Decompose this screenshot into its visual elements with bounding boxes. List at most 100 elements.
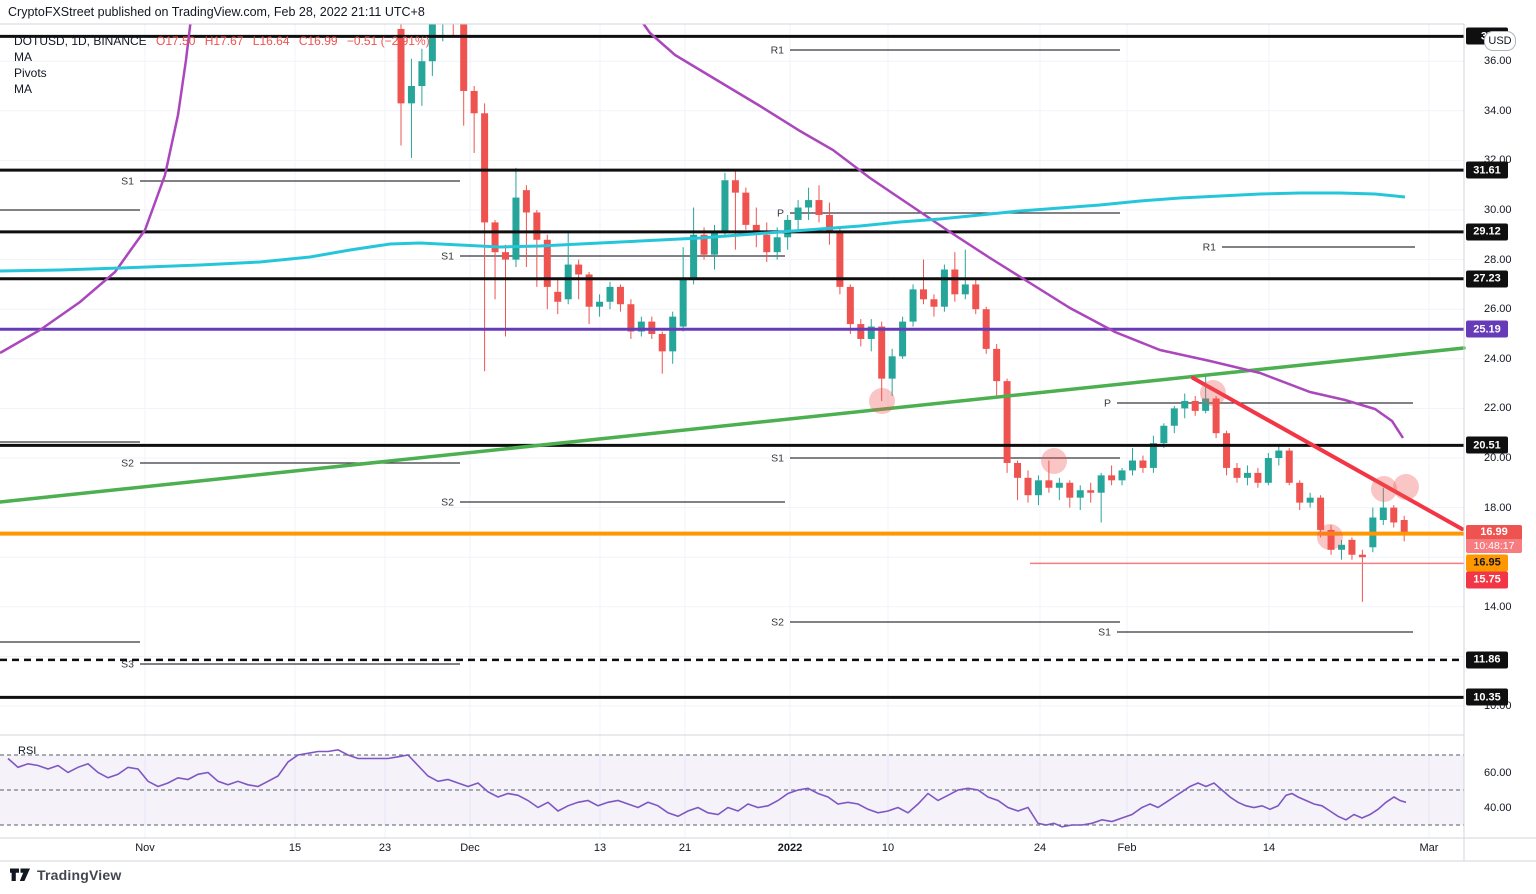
- indicator-ma-1[interactable]: MA: [14, 50, 32, 64]
- time-axis[interactable]: Nov 15 23 Dec 13 21 2022 10 24 Feb 14 Mar: [0, 838, 1464, 862]
- time-tick-label: 23: [378, 842, 392, 854]
- candle-body: [1379, 507, 1387, 520]
- candle-body: [1296, 482, 1304, 503]
- candle-body: [1108, 475, 1116, 481]
- candle-body: [1264, 458, 1272, 483]
- indicator-ma-2[interactable]: MA: [14, 82, 32, 96]
- candle-body: [1191, 400, 1199, 411]
- candle-body: [1275, 450, 1283, 458]
- candle-body: [805, 200, 813, 208]
- candle-body: [1390, 507, 1398, 523]
- pivot-label: P: [1104, 398, 1111, 410]
- pivot-label: S1: [441, 251, 454, 263]
- currency-toggle-button[interactable]: USD: [1484, 31, 1516, 51]
- pivot-label: S2: [771, 617, 784, 629]
- orange-level-label: 16.95: [1466, 554, 1508, 572]
- candle-body: [1045, 480, 1053, 488]
- legend-row: DOTUSD, 1D, BINANCE O17.50 H17.67 L16.64…: [14, 33, 430, 49]
- candle-body: [1066, 482, 1074, 498]
- current-price-label: 16.99 10:48:17: [1466, 524, 1522, 553]
- time-tick-label: 10: [881, 842, 895, 854]
- candle-body: [836, 232, 844, 287]
- price-tick-label: 24.00: [1484, 352, 1512, 365]
- rsi-tick-label: 40.00: [1484, 801, 1512, 814]
- symbol-title[interactable]: DOTUSD, 1D, BINANCE: [14, 34, 147, 48]
- candle-body: [815, 200, 823, 215]
- descending-trendline[interactable]: [1191, 376, 1464, 531]
- candle-body: [585, 274, 593, 307]
- pivot-label: S1: [121, 176, 134, 188]
- candle-body: [752, 224, 760, 235]
- candle-body: [564, 264, 572, 300]
- candle-body: [418, 61, 426, 86]
- candle-body: [1014, 462, 1022, 478]
- price-tick-label: 34.00: [1484, 104, 1512, 117]
- ascending-trendline[interactable]: [0, 346, 1466, 504]
- time-tick-label: 24: [1033, 842, 1047, 854]
- candle-body: [1223, 433, 1231, 468]
- candle-body: [627, 304, 635, 332]
- candle-body: [1233, 467, 1241, 478]
- price-tick-label: 30.00: [1484, 204, 1512, 216]
- price-tick-label: 36.00: [1484, 55, 1512, 68]
- ohlc-low: L16.64: [252, 34, 290, 48]
- candle-body: [1118, 470, 1126, 481]
- candle-body: [460, 24, 468, 91]
- time-tick-label: Mar: [1419, 842, 1439, 854]
- price-tick-label: 26.00: [1484, 303, 1512, 316]
- price-level-label: 25.19: [1466, 320, 1508, 338]
- candle-body: [888, 356, 896, 379]
- candle-body: [669, 316, 677, 352]
- ma-mid-line: [0, 191, 1406, 273]
- time-tick-label: 14: [1262, 842, 1276, 854]
- highlight-marker: [1041, 448, 1067, 474]
- indicator-pivots[interactable]: Pivots: [14, 66, 47, 80]
- ohlc-close: C16.99: [298, 34, 338, 48]
- candle-body: [1348, 539, 1356, 555]
- candle-body: [1097, 475, 1105, 493]
- candle-body: [679, 279, 687, 327]
- price-level-label: 29.12: [1466, 223, 1508, 241]
- tradingview-logo-icon[interactable]: [10, 866, 30, 884]
- candle-body: [784, 219, 792, 238]
- highlight-marker: [1317, 524, 1343, 550]
- ma-long-line: [0, 24, 1405, 439]
- candle-body: [439, 4, 446, 24]
- candle-body: [1400, 520, 1408, 533]
- price-level-label: 27.23: [1466, 270, 1508, 288]
- candle-body: [522, 190, 530, 213]
- candle-body: [920, 289, 927, 300]
- rsi-indicator-label[interactable]: RSI: [18, 745, 37, 757]
- candle-body: [450, 4, 457, 21]
- time-tick-label: Nov: [135, 842, 155, 854]
- price-axis[interactable]: 36.00 34.00 32.00 30.00 28.00 26.00 24.00 22.00…: [1464, 24, 1536, 862]
- candle-body: [867, 326, 875, 339]
- candle-body: [794, 207, 802, 220]
- candle-body: [596, 301, 604, 307]
- chart-legend: DOTUSD, 1D, BINANCE O17.50 H17.67 L16.64…: [14, 33, 430, 97]
- candle-body: [637, 321, 645, 332]
- tradingview-wordmark[interactable]: TradingView: [37, 867, 122, 883]
- candle-body: [700, 234, 708, 255]
- candle-body: [1306, 497, 1314, 503]
- highlight-marker: [869, 388, 895, 414]
- candle-body: [1243, 472, 1251, 478]
- candle-body: [1076, 490, 1084, 498]
- candle-body: [846, 286, 854, 325]
- candle-body: [1139, 460, 1147, 468]
- candle-body: [543, 239, 551, 287]
- candle-body: [1055, 482, 1063, 488]
- candle-body: [1338, 544, 1345, 550]
- candle-body: [878, 326, 886, 379]
- price-tick-label: 22.00: [1484, 402, 1512, 415]
- red-level-label: 15.75: [1466, 571, 1508, 589]
- candle-body: [1160, 425, 1168, 444]
- candle-body: [502, 252, 509, 260]
- candle-body: [1087, 490, 1095, 493]
- time-tick-label: 15: [288, 842, 302, 854]
- candle-body: [1317, 497, 1325, 530]
- candle-body: [763, 234, 771, 253]
- candles-group[interactable]: [397, 0, 1408, 602]
